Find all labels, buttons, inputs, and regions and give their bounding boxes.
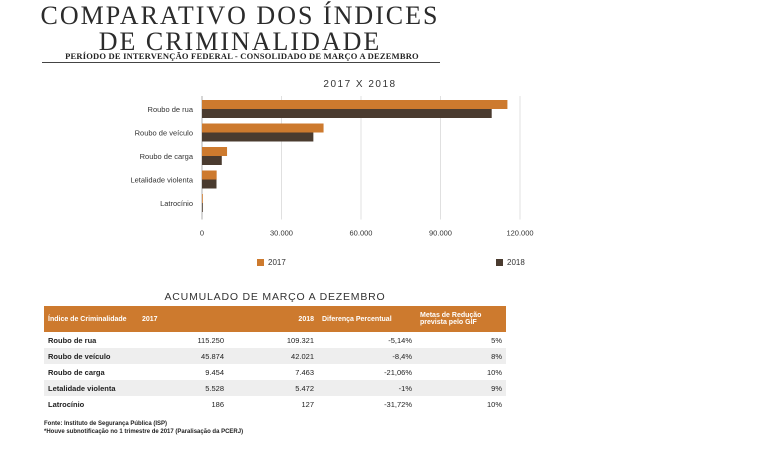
bar-2017: [202, 100, 508, 109]
table-header-row: Índice de Criminalidade 2017 2018 Difere…: [44, 306, 506, 332]
category-label: Roubo de veículo: [135, 129, 193, 138]
header-cell-2018: 2018: [228, 306, 318, 332]
page-title-line-2: DE CRIMINALIDADE: [98, 27, 382, 56]
chart-title: 2017 X 2018: [323, 79, 397, 90]
legend-swatch-2017: [257, 259, 264, 266]
crime-index-table: Índice de Criminalidade 2017 2018 Difere…: [44, 306, 506, 412]
row-label: Roubo de rua: [48, 335, 97, 345]
value-2018: 127: [301, 399, 314, 409]
row-label: Latrocínio: [48, 399, 85, 409]
header-cell-index: Índice de Criminalidade: [44, 306, 138, 332]
legend-swatch-2018: [496, 259, 503, 266]
title-rule: [42, 62, 440, 63]
x-tick-label: 30.000: [270, 229, 293, 238]
bar-2018: [202, 132, 314, 142]
x-tick-label: 0: [200, 229, 204, 238]
value-diff: -1%: [318, 380, 416, 396]
x-tick-label: 90.000: [429, 229, 452, 238]
row-label: Letalidade violenta: [44, 380, 138, 396]
category-label: Latrocínio: [160, 199, 193, 208]
value-diff: -8,4%: [318, 348, 416, 364]
value-2018: 5.472: [228, 380, 318, 396]
value-goal: 9%: [416, 380, 506, 396]
page-subtitle: PERÍODO DE INTERVENÇÃO FEDERAL - CONSOLI…: [65, 51, 419, 61]
table-title: ACUMULADO DE MARÇO A DEZEMBRO: [164, 291, 386, 303]
category-label: Roubo de rua: [148, 105, 194, 114]
bar-2017: [202, 147, 228, 156]
category-label: Roubo de carga: [140, 152, 194, 161]
source-note: Fonte: Instituto de Segurança Pública (I…: [44, 421, 168, 427]
value-goal: 5%: [491, 335, 502, 345]
subnotification-note: *Houve subnotificação no 1 trimestre de …: [44, 429, 244, 435]
page-title-line-1: COMPARATIVO DOS ÍNDICES: [40, 1, 440, 30]
footer-notes: Fonte: Instituto de Segurança Pública (I…: [44, 420, 243, 436]
legend-item-2018: 2018: [496, 258, 525, 267]
row-label: Roubo de veículo: [44, 348, 138, 364]
value-2017: 5.528: [138, 380, 228, 396]
value-2017: 115.250: [197, 335, 224, 345]
x-tick-label: 120.000: [506, 229, 533, 238]
chart-bars: [202, 100, 508, 212]
table-row: Roubo de rua 115.250 109.321 -5,14% 5%: [44, 332, 506, 348]
value-2017: 186: [211, 399, 224, 409]
bar-2017: [202, 123, 324, 133]
bar-2017: [202, 170, 217, 180]
value-2018: 109.321: [286, 335, 314, 345]
table-row: Roubo de veículo 45.874 42.021 -8,4% 8%: [44, 348, 506, 364]
header-cell-2017: 2017: [138, 306, 228, 332]
table-row: Latrocínio 186 127 -31,72% 10%: [44, 396, 506, 412]
value-goal: 10%: [486, 367, 502, 377]
value-2017: 45.874: [138, 348, 228, 364]
bar-2018: [202, 179, 217, 189]
chart-tick-labels: 0 30.000 60.000 90.000 120.000: [200, 229, 534, 238]
value-2018: 42.021: [228, 348, 318, 364]
table-row: Roubo de carga 9.454 7.463 -21,06% 10%: [44, 364, 506, 380]
legend-label-2018: 2018: [507, 258, 525, 267]
value-2018: 7.463: [295, 367, 314, 377]
x-tick-label: 60.000: [350, 229, 373, 238]
bar-2018: [202, 156, 222, 165]
bar-chart: Roubo de rua Roubo de veículo Roubo de car…: [130, 96, 534, 238]
header-cell-diff: Diferença Percentual: [318, 306, 416, 332]
value-goal: 8%: [416, 348, 506, 364]
value-2017: 9.454: [205, 367, 224, 377]
row-label: Roubo de carga: [48, 367, 105, 377]
bar-2017: [202, 194, 203, 203]
value-diff: -5,14%: [388, 335, 412, 345]
bar-2018: [202, 203, 203, 212]
legend-label-2017: 2017: [268, 258, 286, 267]
bar-2018: [202, 109, 492, 118]
category-label: Letalidade violenta: [130, 176, 193, 185]
value-goal: 10%: [486, 399, 502, 409]
chart-category-labels: Roubo de rua Roubo de veículo Roubo de car…: [130, 105, 193, 208]
value-diff: -31,72%: [384, 399, 412, 409]
header-cell-goal: Metas de Redução prevista pelo GIF: [416, 306, 506, 332]
value-diff: -21,06%: [384, 367, 412, 377]
legend-item-2017: 2017: [257, 258, 286, 267]
table-row: Letalidade violenta 5.528 5.472 -1% 9%: [44, 380, 506, 396]
